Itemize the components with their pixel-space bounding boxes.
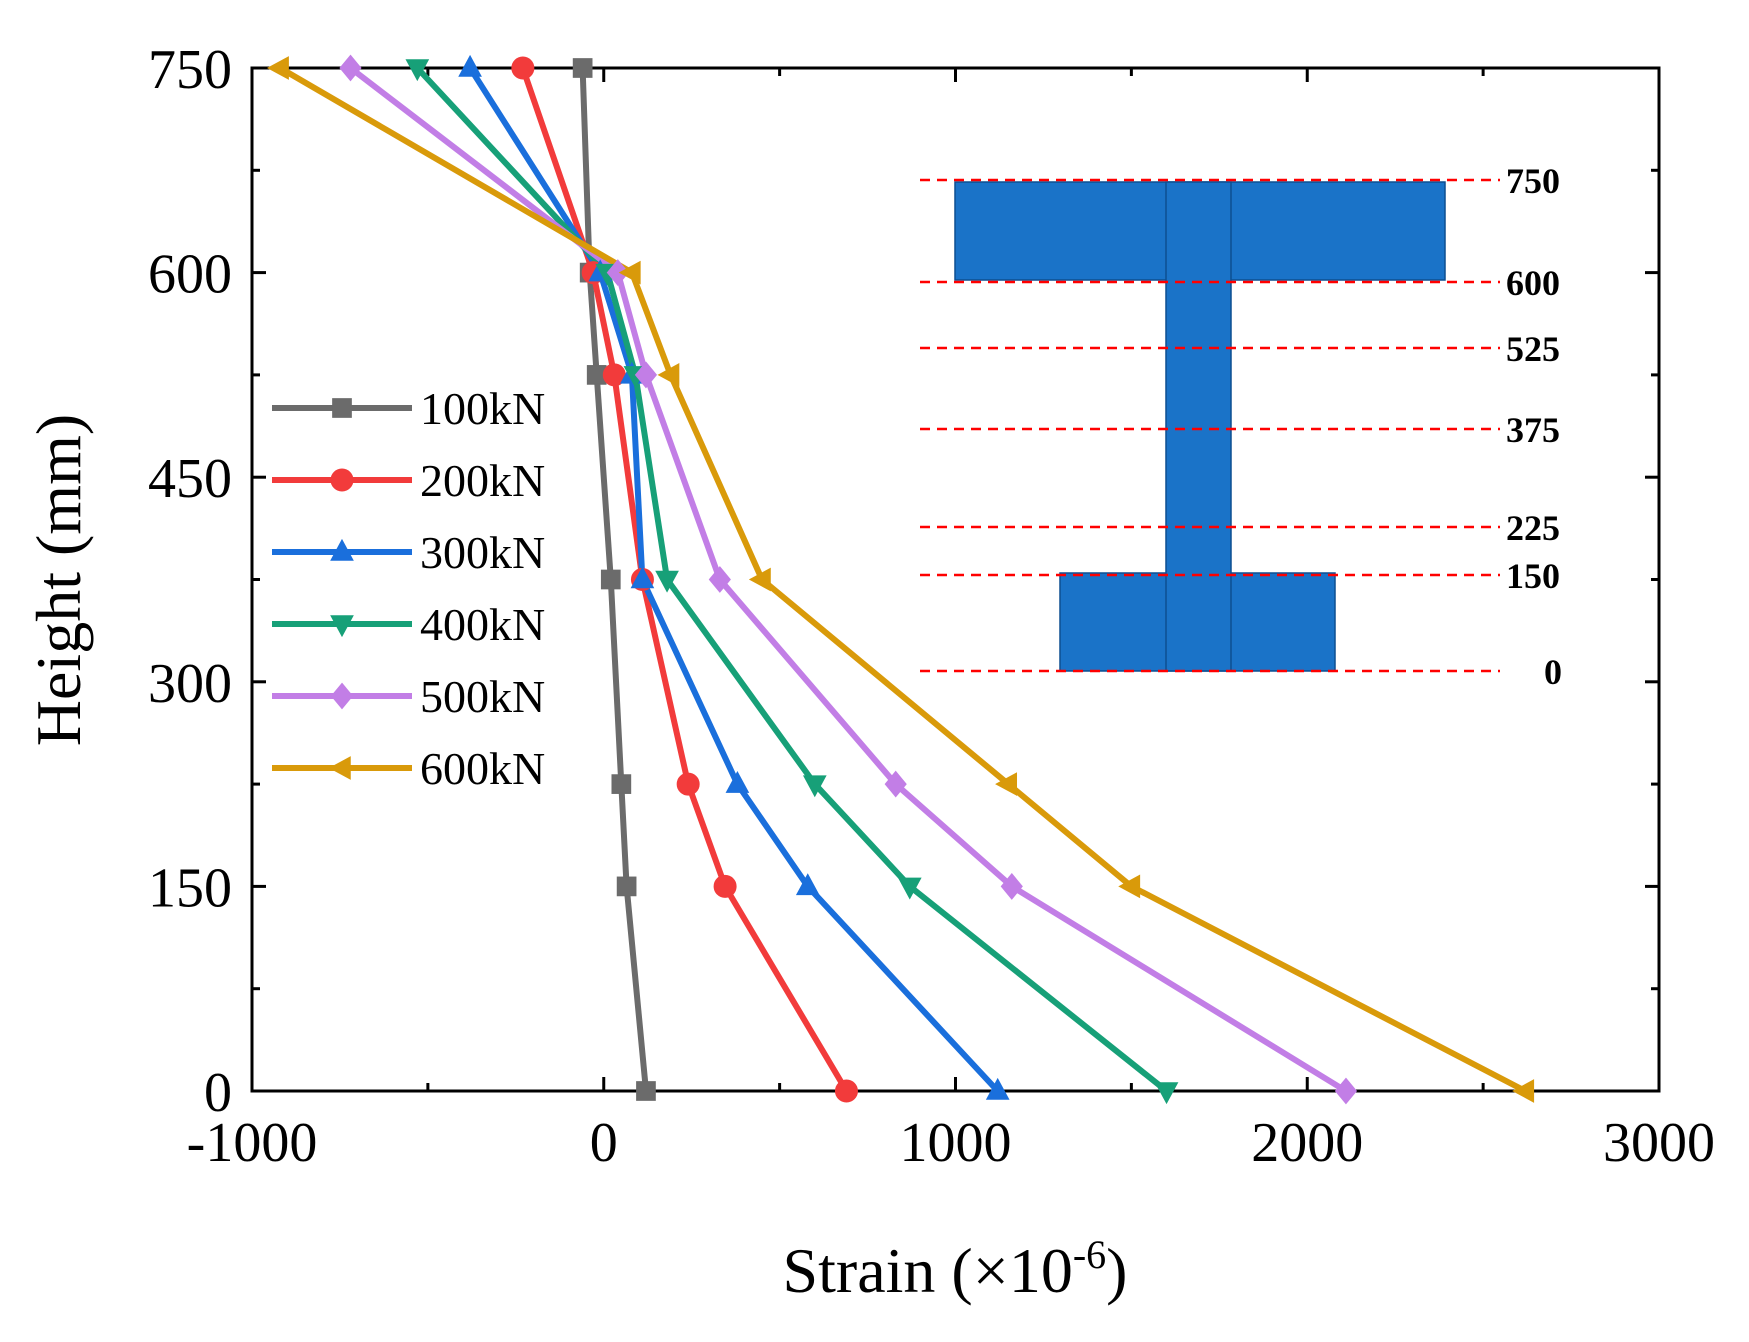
- y-tick-label: 150: [148, 857, 232, 919]
- data-point-500kN: [884, 770, 907, 798]
- data-point-400kN: [802, 775, 827, 798]
- legend-label-300kN: 300kN: [420, 527, 545, 578]
- data-point-400kN: [655, 570, 679, 593]
- x-tick-label: -1000: [187, 1112, 318, 1174]
- gauge-label-375: 375: [1506, 410, 1560, 450]
- data-point-300kN: [795, 873, 820, 896]
- data-point-600kN: [618, 260, 641, 285]
- legend-label-100kN: 100kN: [420, 383, 545, 434]
- web: [1165, 181, 1232, 672]
- data-point-200kN: [834, 1079, 858, 1103]
- data-point-500kN: [708, 566, 731, 593]
- data-point-500kN: [1334, 1077, 1358, 1105]
- data-point-100kN: [611, 774, 632, 794]
- data-point-600kN: [657, 363, 680, 387]
- legend-marker-400kN: [330, 615, 354, 638]
- data-point-200kN: [713, 874, 737, 898]
- gauge-lines: [920, 178, 1500, 673]
- legend-label-500kN: 500kN: [420, 671, 545, 722]
- data-point-300kN: [630, 566, 655, 589]
- y-tick-label: 750: [148, 39, 232, 101]
- data-point-500kN: [606, 259, 629, 287]
- y-axis-title: Height (mm): [23, 414, 94, 746]
- data-point-300kN: [458, 54, 482, 77]
- legend-marker-500kN: [330, 682, 354, 710]
- x-tick-label: 0: [590, 1112, 618, 1174]
- x-tick-label: 1000: [900, 1112, 1012, 1174]
- legend-label-600kN: 600kN: [420, 743, 545, 794]
- legend-marker-600kN: [328, 756, 351, 780]
- data-point-600kN: [995, 772, 1018, 796]
- legend: 100kN 200kN 300kN 400kN 500kN 600kN: [272, 383, 545, 794]
- data-point-400kN: [897, 877, 922, 900]
- y-tick-label: 300: [148, 653, 232, 715]
- data-point-600kN: [748, 567, 771, 592]
- data-point-100kN: [636, 1081, 656, 1101]
- gauge-labels: 750 600 525 375 225 150 0: [1506, 161, 1562, 692]
- gauge-label-750: 750: [1506, 161, 1560, 201]
- data-point-500kN: [339, 54, 362, 82]
- data-point-200kN: [676, 772, 700, 796]
- series-line-200kN: [519, 67, 850, 1093]
- data-point-500kN: [634, 361, 658, 389]
- legend-marker-200kN: [330, 468, 354, 492]
- data-point-600kN: [266, 56, 289, 80]
- data-point-400kN: [1154, 1082, 1179, 1105]
- x-axis-title: Strain (×10-6): [783, 1232, 1128, 1306]
- data-point-400kN: [405, 59, 430, 82]
- y-tick-label: 600: [148, 244, 232, 306]
- data-point-500kN: [1000, 872, 1023, 900]
- legend-marker-100kN: [332, 398, 352, 418]
- gauge-label-600: 600: [1506, 263, 1560, 303]
- gauge-label-0: 0: [1544, 652, 1562, 692]
- data-point-600kN: [1512, 1079, 1535, 1103]
- series-markers: [266, 54, 1535, 1105]
- legend-marker-300kN: [330, 538, 354, 561]
- x-tick-label: 3000: [1603, 1112, 1715, 1174]
- cross-section-inset: 750 600 525 375 225 150 0: [920, 161, 1562, 692]
- data-point-200kN: [511, 56, 535, 80]
- data-point-300kN: [985, 1077, 1010, 1100]
- data-point-300kN: [725, 770, 750, 793]
- data-point-100kN: [572, 58, 593, 78]
- legend-label-400kN: 400kN: [420, 599, 545, 650]
- y-tick-label: 0: [204, 1062, 232, 1124]
- gauge-label-150: 150: [1506, 556, 1560, 596]
- gauge-label-525: 525: [1506, 329, 1560, 369]
- data-point-100kN: [616, 876, 637, 897]
- axis-ticks: [250, 66, 1661, 1093]
- gauge-label-225: 225: [1506, 508, 1560, 548]
- data-point-600kN: [1118, 874, 1141, 899]
- x-tick-label: 2000: [1251, 1112, 1363, 1174]
- data-point-100kN: [600, 569, 621, 590]
- legend-label-200kN: 200kN: [420, 455, 545, 506]
- y-tick-label: 450: [148, 448, 232, 510]
